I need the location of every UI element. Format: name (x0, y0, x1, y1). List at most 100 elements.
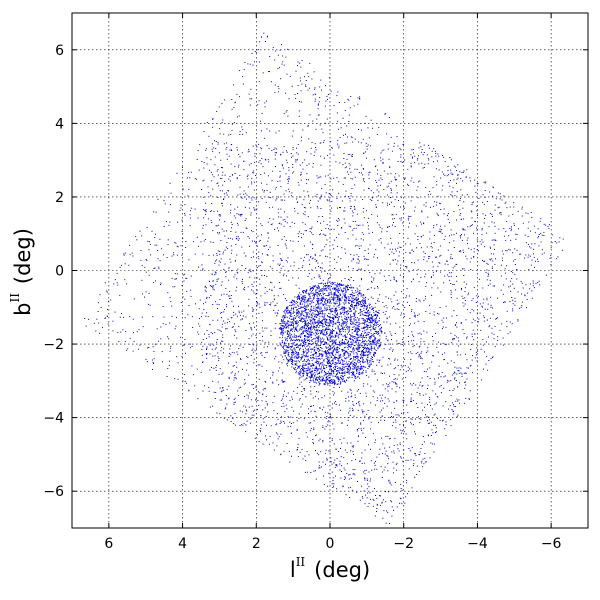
data-point (122, 329, 124, 331)
data-point (323, 359, 325, 361)
data-point (353, 367, 355, 368)
data-point (483, 260, 485, 262)
data-point (295, 328, 297, 330)
data-point (337, 380, 339, 382)
data-point (247, 357, 249, 358)
data-point (335, 357, 337, 359)
data-point (320, 295, 322, 297)
data-point (160, 284, 161, 285)
data-point (453, 362, 455, 364)
data-point (215, 273, 217, 275)
data-point (369, 360, 371, 361)
data-point (485, 181, 487, 183)
data-point (285, 308, 287, 309)
data-point (307, 360, 309, 362)
data-point (415, 384, 417, 386)
data-point (413, 251, 415, 253)
data-point (375, 204, 377, 206)
data-point (401, 312, 402, 314)
data-point (341, 227, 342, 228)
data-point (333, 348, 335, 350)
data-point (368, 172, 370, 174)
data-point (391, 501, 392, 503)
data-point (420, 221, 422, 223)
data-point (343, 364, 345, 365)
data-point (387, 386, 389, 388)
data-point (467, 294, 469, 296)
data-point (332, 480, 334, 481)
data-point (450, 380, 452, 382)
data-point (301, 385, 303, 387)
data-point (491, 357, 493, 359)
data-point (316, 322, 318, 324)
data-point (338, 370, 340, 372)
data-point (494, 225, 496, 227)
data-point (213, 176, 215, 178)
data-point (380, 184, 381, 186)
data-point (304, 290, 306, 292)
data-point (381, 365, 383, 367)
data-point (404, 358, 405, 360)
data-point (304, 76, 305, 78)
data-point (331, 339, 333, 341)
data-point (292, 147, 294, 148)
data-point (304, 298, 306, 300)
data-point (466, 283, 468, 285)
data-point (517, 320, 519, 322)
data-point (394, 481, 396, 483)
data-point (338, 306, 340, 308)
data-point (258, 441, 260, 443)
data-point (148, 241, 150, 243)
data-point (459, 214, 461, 216)
data-point (361, 361, 363, 363)
data-point (378, 320, 380, 322)
data-point (170, 347, 171, 349)
data-point (317, 323, 319, 325)
data-point (266, 424, 267, 426)
data-point (529, 283, 531, 285)
data-point (332, 331, 334, 333)
data-point (329, 451, 331, 453)
data-point (344, 167, 346, 169)
data-point (349, 164, 351, 166)
data-point (375, 330, 377, 332)
data-point (315, 267, 316, 269)
data-point (353, 345, 355, 347)
data-point (352, 339, 354, 341)
data-point (281, 330, 283, 332)
data-point (339, 309, 341, 311)
data-point (286, 333, 288, 335)
data-point (391, 451, 393, 453)
data-point (261, 198, 263, 200)
data-point (320, 307, 322, 309)
data-point (365, 469, 367, 471)
data-point (341, 247, 343, 249)
data-point (291, 156, 292, 158)
data-point (304, 230, 306, 232)
data-point (321, 267, 323, 269)
data-point (411, 401, 412, 402)
data-point (368, 347, 370, 349)
data-point (509, 228, 511, 229)
data-point (310, 373, 312, 375)
data-point (277, 345, 279, 347)
data-point (315, 331, 317, 333)
data-point (182, 238, 184, 240)
data-point (337, 282, 339, 284)
data-point (206, 157, 208, 159)
data-point (514, 297, 516, 299)
data-point (341, 297, 343, 299)
data-point (334, 340, 336, 342)
data-point (411, 331, 413, 333)
data-point (205, 211, 207, 213)
data-point (288, 178, 290, 180)
data-point (490, 253, 492, 255)
data-point (476, 227, 477, 229)
data-point (337, 347, 339, 349)
data-point (279, 323, 281, 325)
data-point (426, 282, 428, 284)
data-point (266, 254, 268, 255)
data-point (198, 169, 200, 171)
data-point (321, 362, 323, 364)
data-point (304, 471, 306, 473)
